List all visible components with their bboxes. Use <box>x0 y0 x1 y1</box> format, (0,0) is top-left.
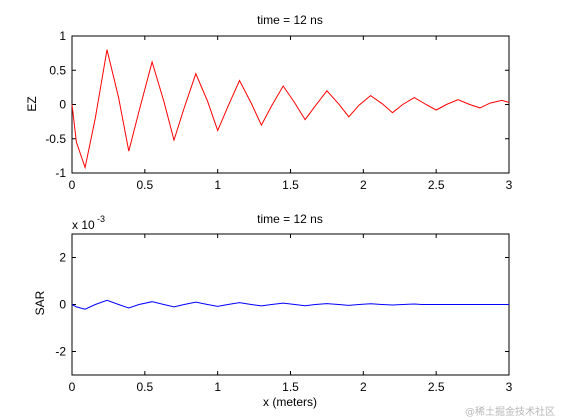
sar-xtick-label: 3 <box>506 380 513 394</box>
sar-scale-exponent: -3 <box>97 214 105 224</box>
ez-ylabel: EZ <box>25 96 39 111</box>
ez-ytick-label: 0.5 <box>49 63 66 77</box>
sar-xtick-label: 1 <box>214 380 221 394</box>
sar-xtick-label: 0 <box>69 380 76 394</box>
ez-ytick-label: 1 <box>59 29 66 43</box>
sar-ytick-label: -2 <box>55 345 66 359</box>
sar-axes: time = 12 ns SAR x 10 -3 x (meters) 0 0.5… <box>33 212 513 409</box>
sar-xlabel: x (meters) <box>263 395 317 409</box>
ez-ytick-label: 0 <box>59 98 66 112</box>
ez-xtick-label: 1 <box>214 178 221 192</box>
ez-ytick-label: -1 <box>55 166 66 180</box>
ez-plot-area <box>71 35 510 174</box>
ez-xtick-label: 3 <box>506 178 513 192</box>
ez-xtick-label: 0 <box>69 178 76 192</box>
ez-title: time = 12 ns <box>257 13 323 27</box>
ez-series-line <box>71 49 510 170</box>
sar-ytick-label: 0 <box>59 298 66 312</box>
watermark: @稀土掘金技术社区 <box>465 407 555 418</box>
ez-xtick-label: 0.5 <box>136 178 153 192</box>
ez-xtick-label: 2 <box>360 178 367 192</box>
sar-ylabel: SAR <box>33 290 47 315</box>
sar-title: time = 12 ns <box>257 212 323 226</box>
ez-axes: time = 12 ns EZ 0 0.5 1 1.5 2 2.5 3 -1 -0.5 0 0.5 1 <box>25 13 513 192</box>
sar-xtick-label: 0.5 <box>136 380 153 394</box>
ez-xtick-label: 1.5 <box>282 178 299 192</box>
sar-ytick-label: 2 <box>59 251 66 265</box>
sar-scale-label: x 10 <box>72 218 95 232</box>
sar-xtick-label: 2 <box>360 380 367 394</box>
ez-ytick-label: -0.5 <box>45 132 66 146</box>
sar-xtick-label: 2.5 <box>428 380 445 394</box>
sar-series-line <box>71 299 509 310</box>
sar-xtick-label: 1.5 <box>282 380 299 394</box>
ez-xtick-label: 2.5 <box>428 178 445 192</box>
